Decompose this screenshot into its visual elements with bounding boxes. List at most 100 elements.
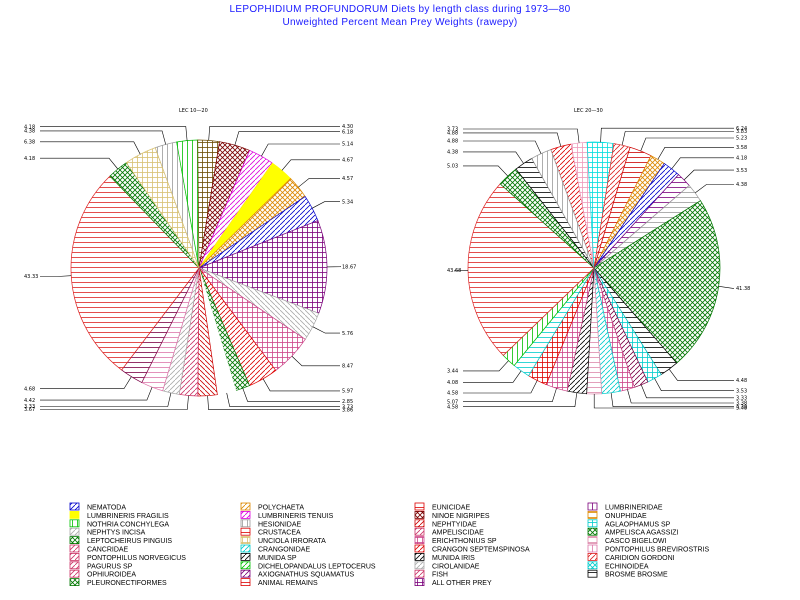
legend-item: CIROLANIDAE [414,561,480,570]
legend-swatch [414,502,425,511]
leader-line [463,165,509,177]
leader-line [262,378,340,392]
slice-value-label: 3.83 [736,129,747,135]
slice-value-label: 4.30 [342,124,353,130]
legend-item: PONTOPHILUS BREVIROSTRIS [587,544,709,554]
legend-label: MUNIDA IRIS [432,555,475,562]
legend-swatch [69,561,80,570]
slice-value-label: 6.24 [736,126,747,132]
legend-label: CRANGONIDAE [258,547,310,554]
legend-label: AXIOGNATHUS SQUAMATUS [258,572,355,579]
slice-value-label: 2.85 [342,399,353,405]
legend-item: CRUSTACEA [240,527,301,537]
legend-label: LEPTOCHEIRUS PINGUIS [87,538,172,545]
chart-subtitle: Unweighted Percent Mean Prey Weights (ra… [282,17,518,28]
slice-value-label: 6.18 [342,129,353,135]
legend-swatch [587,561,598,570]
legend-label: AMPELISCA AGASSIZI [605,530,679,537]
pie-slice [593,200,721,364]
legend-label: FISH [432,572,448,579]
legend-swatch [240,553,251,561]
legend-label: AGLAOPHAMUS SP [605,521,671,528]
slice-value-label: 4.38 [736,182,747,188]
legend-item: HESIONIDAE [240,519,302,528]
legend-label: CANCRIDAE [87,547,129,554]
legend-label: LUMBRINERIDAE [605,505,663,512]
legend-swatch [240,569,251,578]
leader-line [640,384,734,399]
legend-swatch [587,527,598,536]
legend-swatch [240,519,251,528]
leader-line [208,126,340,141]
slice-value-label: 5.34 [342,199,353,205]
pie-chart-1: LEC 10—204.384.18 4.306.185.144.674.575.3… [24,108,356,413]
legend-item: ONUPHIDAE [587,510,647,520]
slice-value-label: 3.73 [447,127,458,133]
slice-value-label: 4.68 [24,386,35,392]
slice-value-label: 4.58 [447,404,458,410]
slice-value-label: 41.38 [736,286,750,292]
slice-value-label: 3.44 [447,369,458,375]
legend-item: NEPHTYS INCISA [69,527,146,537]
slice-value-label: 4.42 [24,398,35,404]
legend-swatch [240,561,251,570]
legend-swatch [240,536,251,544]
slice-value-label: 4.67 [342,158,353,164]
legend-item: LUMBRINERIS TENUIS [240,510,334,520]
leader-line [312,326,340,334]
leader-line [683,169,734,181]
legend-swatch [414,544,425,553]
legend-swatch [587,553,598,561]
legend-swatch [587,544,598,553]
slice-value-label: 3.33 [24,404,35,410]
leader-line [668,368,734,381]
legend-label: NOTHRIA CONCHYLEGA [87,521,169,528]
slice-value-label: 3.53 [736,168,747,174]
leader-line [40,141,141,155]
legend-item: BROSME BROSME [587,569,668,579]
legend-item: MUNIDA IRIS [414,553,475,562]
legend-swatch [587,519,598,528]
pie-slice [467,183,595,356]
leader-line [40,386,153,401]
legend-swatch [414,510,425,519]
legend-item: POLYCHAETA [240,502,304,512]
slice-value-label: 8.47 [342,364,353,370]
legend-item: ECHINOIDEA [587,561,649,570]
leader-line [463,388,557,403]
legend-label: ERICHTHONIUS SP [432,538,497,545]
legend-label: CASCO BIGELOWI [605,538,667,545]
legend-label: PAGURUS SP [87,563,133,570]
legend-label: EUNICIDAE [432,505,470,512]
legend-label: POLYCHAETA [258,505,304,512]
legend-item: NEPHTYIDAE [414,519,477,528]
legend-swatch [69,502,80,511]
leader-line [40,130,166,145]
chart-title: LEPOPHIDIUM PROFUNDORUM Diets by length … [229,4,571,15]
leader-line [463,151,524,164]
slice-value-label: 18.67 [342,264,356,270]
slice-value-label: 5.23 [736,136,747,142]
legend-label: ECHINOIDEA [605,563,649,570]
legend-label: AMPELISCIDAE [432,530,484,537]
leader-line [463,132,562,147]
legend-label: CIROLANIDAE [432,563,480,570]
leader-line [654,378,734,392]
legend-item: CASCO BIGELOWI [587,536,667,545]
legend-item: LUMBRINERIS FRAGILIS [69,510,169,520]
legend-label: LUMBRINERIS TENUIS [258,513,334,520]
legend-swatch [414,519,425,528]
legend-label: DICHELOPANDALUS LEPTOCERUS [258,563,376,570]
pie-title: LEC 10—20 [179,108,208,114]
legend-swatch [240,510,251,519]
legend-swatch [69,519,80,528]
slice-value-label: 3.86 [342,407,353,413]
slice-value-label: 3.48 [736,406,747,412]
legend-label: CRANGON SEPTEMSPINOSA [432,547,530,554]
legend-item: UNCIOLA IRRORATA [240,536,326,545]
legend-label: UNCIOLA IRRORATA [258,538,326,545]
legend-swatch [414,569,425,578]
slice-value-label: 3.38 [736,401,747,407]
slice-value-label: 4.88 [447,139,458,145]
legend-label: NEMATODA [87,505,126,512]
